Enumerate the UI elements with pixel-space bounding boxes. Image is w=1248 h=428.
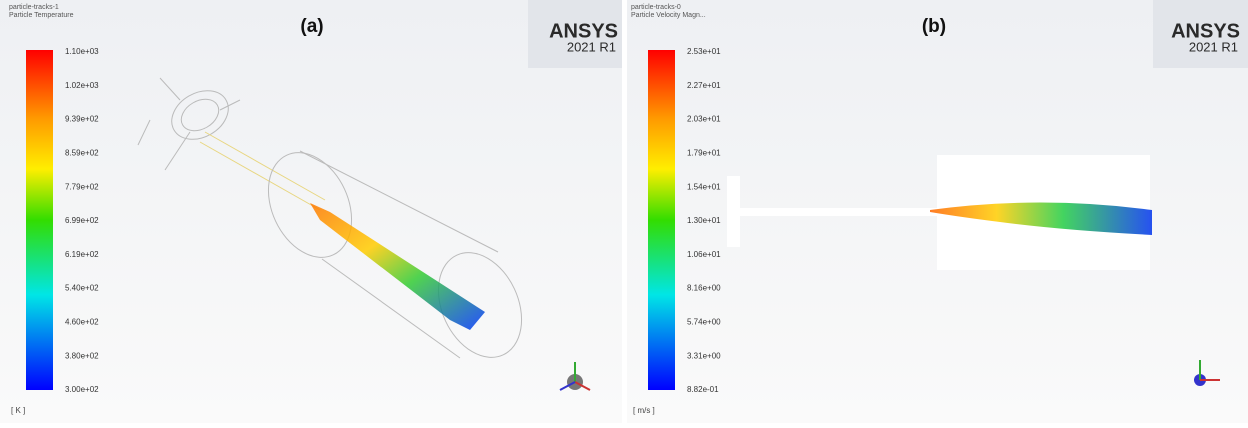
header-line: Particle Temperature <box>9 12 74 19</box>
header-line: particle-tracks-1 <box>9 4 59 11</box>
colorbar-tick-label: 4.60e+02 <box>65 318 99 327</box>
colorbar-tick-label: 8.16e+00 <box>687 284 721 293</box>
colorbar <box>648 50 675 390</box>
colorbar-tick-label: 2.03e+01 <box>687 115 721 124</box>
figure: particle-tracks-1Particle Temperature (a)… <box>0 0 1248 423</box>
colorbar-tick-label: 1.30e+01 <box>687 216 721 225</box>
colorbar-tick-label: 5.40e+02 <box>65 284 99 293</box>
colorbar-tick-label: 6.99e+02 <box>65 216 99 225</box>
colorbar-tick-label: 1.06e+01 <box>687 250 721 259</box>
colorbar-tick-label: 1.54e+01 <box>687 182 721 191</box>
colorbar-tick-label: 8.82e-01 <box>687 385 719 394</box>
colorbar-tick-label: 3.80e+02 <box>65 351 99 360</box>
page: {"panels": [ {"label": "(a)", "header": … <box>0 0 1248 423</box>
colorbar-tick-label: 3.00e+02 <box>65 385 99 394</box>
panel-label: (a) <box>300 16 323 37</box>
header-line: Particle Velocity Magn... <box>631 12 706 19</box>
colorbar-tick-label: 6.19e+02 <box>65 250 99 259</box>
colorbar-tick-label: 9.39e+02 <box>65 115 99 124</box>
colorbar-tick-label: 1.10e+03 <box>65 47 99 56</box>
colorbar-tick-label: 2.53e+01 <box>687 47 721 56</box>
panel-label: (b) <box>922 16 946 37</box>
colorbar-unit: [ K ] <box>11 406 25 415</box>
colorbar <box>26 50 53 390</box>
colorbar-unit: [ m/s ] <box>633 406 655 415</box>
colorbar-tick-label: 1.79e+01 <box>687 149 721 158</box>
header-line: particle-tracks-0 <box>631 4 681 11</box>
colorbar-tick-label: 5.74e+00 <box>687 318 721 327</box>
version: 2021 R1 <box>1189 39 1238 54</box>
colorbar-tick-label: 3.31e+00 <box>687 351 721 360</box>
colorbar-tick-label: 2.27e+01 <box>687 81 721 90</box>
colorbar-tick-label: 7.79e+02 <box>65 182 99 191</box>
colorbar-tick-label: 8.59e+02 <box>65 149 99 158</box>
version: 2021 R1 <box>567 39 616 54</box>
colorbar-tick-label: 1.02e+03 <box>65 81 99 90</box>
